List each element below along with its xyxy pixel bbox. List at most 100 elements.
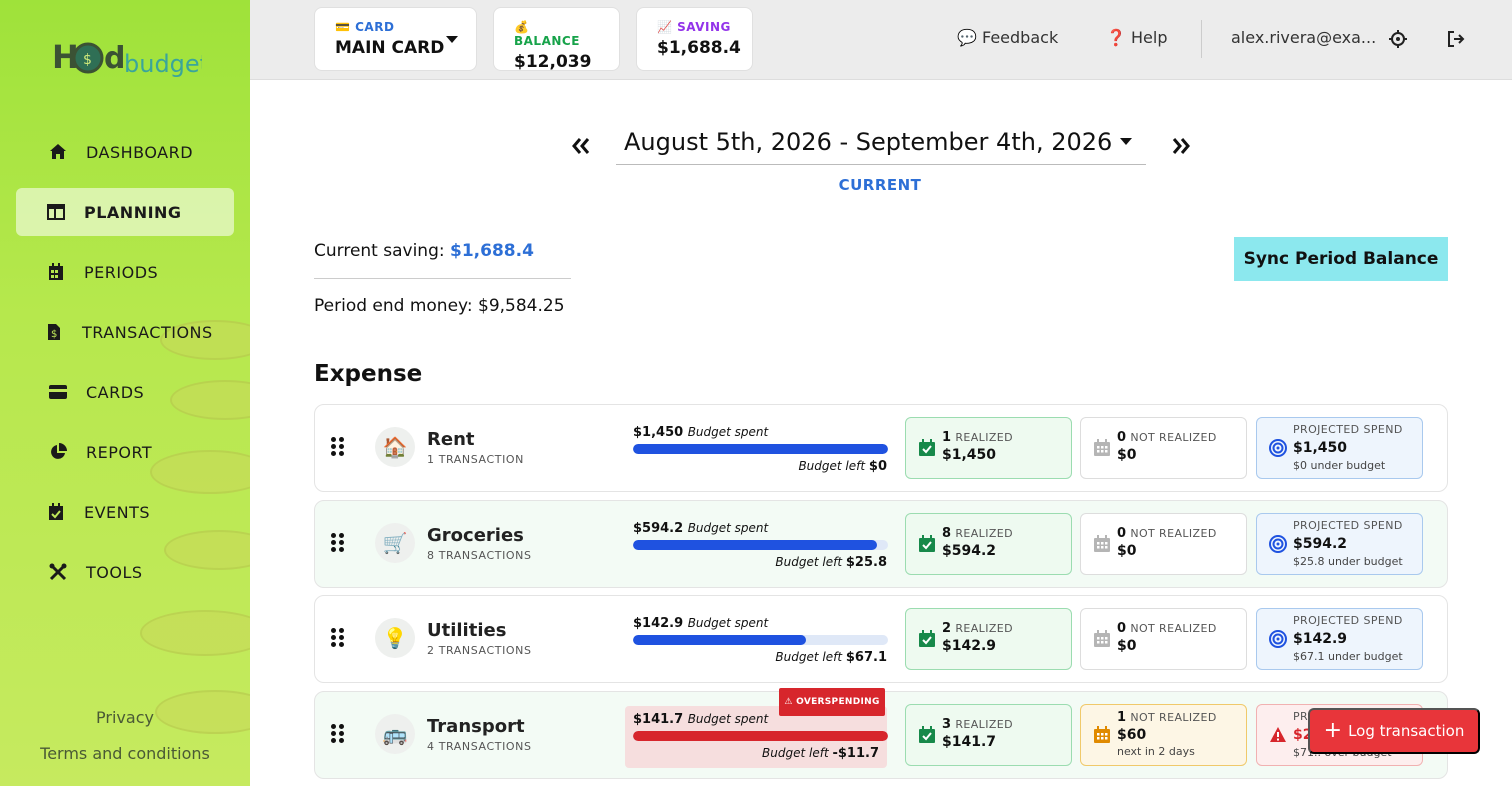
sidebar-item-label: DASHBOARD: [86, 142, 194, 162]
projected-spend-box[interactable]: PROJECTED SPEND $1,450 $0 under budget: [1256, 417, 1423, 479]
expense-row[interactable]: 🚌 Transport 4 TRANSACTIONS $141.7 Budget…: [314, 688, 1448, 779]
transaction-count: 1 TRANSACTION: [427, 453, 525, 466]
category-name[interactable]: Groceries: [427, 525, 524, 546]
gear-icon[interactable]: [1389, 30, 1407, 48]
balance-label: 💰 BALANCE: [514, 20, 580, 48]
svg-text:$: $: [83, 52, 92, 68]
next-period-icon[interactable]: [1172, 138, 1190, 154]
warning-icon: [1269, 726, 1287, 744]
realized-box[interactable]: 2 REALIZED $142.9: [905, 608, 1072, 670]
terms-link[interactable]: Terms and conditions: [40, 744, 210, 763]
target-icon: [1269, 630, 1287, 648]
drag-handle-icon[interactable]: [331, 533, 345, 553]
period-end-label: Period end money:: [314, 296, 473, 316]
not-realized-value: $0: [1117, 447, 1137, 463]
not-realized-box[interactable]: 0 NOT REALIZED $0: [1080, 608, 1247, 670]
not-realized-box[interactable]: 0 NOT REALIZED $0: [1080, 417, 1247, 479]
not-realized-box[interactable]: 1 NOT REALIZED $60 next in 2 days: [1080, 704, 1247, 766]
drag-handle-icon[interactable]: [331, 628, 345, 648]
expense-row[interactable]: 🏠 Rent 1 TRANSACTION $1,450 Budget spent…: [314, 404, 1448, 492]
budget-left-value: $67.1: [845, 650, 887, 665]
category-name[interactable]: Utilities: [427, 620, 507, 641]
budget-left-label: Budget left: [798, 459, 866, 473]
sidebar-item-label: CARDS: [86, 382, 145, 402]
sidebar-item-periods[interactable]: PERIODS: [16, 248, 234, 296]
sidebar: H $ d budget DASHBOARD PLANNING PERIODS: [0, 0, 250, 786]
calendar-icon: [1093, 630, 1111, 648]
sidebar-item-events[interactable]: EVENTS: [16, 488, 234, 536]
not-realized-value: $0: [1117, 638, 1137, 654]
saving-label: 📈 SAVING: [657, 20, 731, 34]
budget-spent: $141.7 Budget spent: [633, 712, 768, 727]
not-realized-count: 0: [1117, 430, 1127, 445]
sidebar-item-dashboard[interactable]: DASHBOARD: [16, 128, 234, 176]
budget-spent: $142.9 Budget spent: [633, 616, 768, 631]
sidebar-item-label: TOOLS: [86, 562, 143, 582]
drag-handle-icon[interactable]: [331, 724, 345, 744]
privacy-link[interactable]: Privacy: [96, 708, 154, 727]
sidebar-item-tools[interactable]: TOOLS: [16, 548, 234, 596]
period-navigator: August 5th, 2026 - September 4th, 2026: [560, 122, 1200, 166]
sidebar-item-label: PLANNING: [84, 202, 182, 222]
sidebar-item-cards[interactable]: CARDS: [16, 368, 234, 416]
category-name[interactable]: Transport: [427, 716, 525, 737]
card-selector[interactable]: 💳 CARD MAIN CARD: [314, 7, 477, 71]
calendar-check-icon: [918, 439, 936, 457]
realized-box[interactable]: 8 REALIZED $594.2: [905, 513, 1072, 575]
projected-spend-box[interactable]: PROJECTED SPEND $142.9 $67.1 under budge…: [1256, 608, 1423, 670]
budget-progress: $141.7 Budget spent Budget left -$11.7 ⚠…: [625, 688, 888, 768]
user-email[interactable]: alex.rivera@exa...: [1231, 28, 1377, 47]
expense-section-title: Expense: [314, 361, 423, 387]
tools-icon: [48, 562, 68, 582]
not-realized-box[interactable]: 0 NOT REALIZED $0: [1080, 513, 1247, 575]
realized-box[interactable]: 3 REALIZED $141.7: [905, 704, 1072, 766]
log-transaction-label: Log transaction: [1348, 722, 1465, 740]
dollar-file-icon: $: [44, 322, 64, 342]
table-icon: [46, 202, 66, 222]
expense-row[interactable]: 💡 Utilities 2 TRANSACTIONS $142.9 Budget…: [314, 595, 1448, 683]
realized-line: 3 REALIZED: [942, 717, 1013, 732]
logout-icon[interactable]: [1447, 30, 1465, 48]
help-link[interactable]: ❓ Help: [1106, 28, 1168, 47]
sidebar-item-planning[interactable]: PLANNING: [16, 188, 234, 236]
drag-handle-icon[interactable]: [331, 437, 345, 457]
balance-card: 💰 BALANCE $12,039: [493, 7, 620, 72]
logo-graphic: H $ d budget: [52, 38, 209, 78]
sidebar-item-report[interactable]: REPORT: [16, 428, 234, 476]
realized-value: $594.2: [942, 543, 997, 559]
budget-left-value: $25.8: [845, 555, 887, 570]
app-logo[interactable]: H $ d budget: [52, 38, 209, 78]
expense-row[interactable]: 🛒 Groceries 8 TRANSACTIONS $594.2 Budget…: [314, 500, 1448, 588]
budget-spent-label: Budget spent: [687, 616, 769, 630]
projected-spend-box[interactable]: PROJECTED SPEND $594.2 $25.8 under budge…: [1256, 513, 1423, 575]
realized-box[interactable]: 1 REALIZED $1,450: [905, 417, 1072, 479]
projected-value: $594.2: [1293, 536, 1348, 552]
category-name[interactable]: Rent: [427, 429, 475, 450]
budget-spent-label: Budget spent: [687, 712, 769, 726]
budget-left: Budget left $67.1: [775, 650, 887, 665]
realized-count: 1: [942, 430, 952, 445]
budget-spent-value: $141.7: [633, 712, 684, 727]
not-realized-line: 0 NOT REALIZED: [1117, 430, 1217, 445]
sync-period-balance-button[interactable]: Sync Period Balance: [1234, 237, 1448, 281]
not-realized-label: NOT REALIZED: [1130, 527, 1217, 540]
sidebar-item-transactions[interactable]: $ TRANSACTIONS: [16, 308, 234, 356]
not-realized-count: 1: [1117, 710, 1127, 725]
realized-count: 2: [942, 621, 952, 636]
realized-value: $141.7: [942, 734, 997, 750]
transaction-count: 8 TRANSACTIONS: [427, 549, 532, 562]
period-range: August 5th, 2026 - September 4th, 2026: [624, 128, 1113, 156]
prev-period-icon[interactable]: [572, 138, 590, 154]
category-icon: 🛒: [375, 523, 415, 563]
period-select[interactable]: August 5th, 2026 - September 4th, 2026: [616, 122, 1146, 165]
not-realized-line: 0 NOT REALIZED: [1117, 526, 1217, 541]
log-transaction-button[interactable]: + Log transaction: [1308, 708, 1480, 754]
card-value: MAIN CARD: [335, 38, 445, 58]
category-icon: 🚌: [375, 714, 415, 754]
feedback-link[interactable]: 💬 Feedback: [957, 28, 1059, 47]
realized-label: REALIZED: [955, 622, 1014, 635]
period-end-money: Period end money: $9,584.25: [314, 296, 565, 316]
budget-fill: [633, 540, 878, 550]
svg-text:$: $: [51, 329, 58, 340]
current-saving-label: Current saving:: [314, 241, 445, 261]
